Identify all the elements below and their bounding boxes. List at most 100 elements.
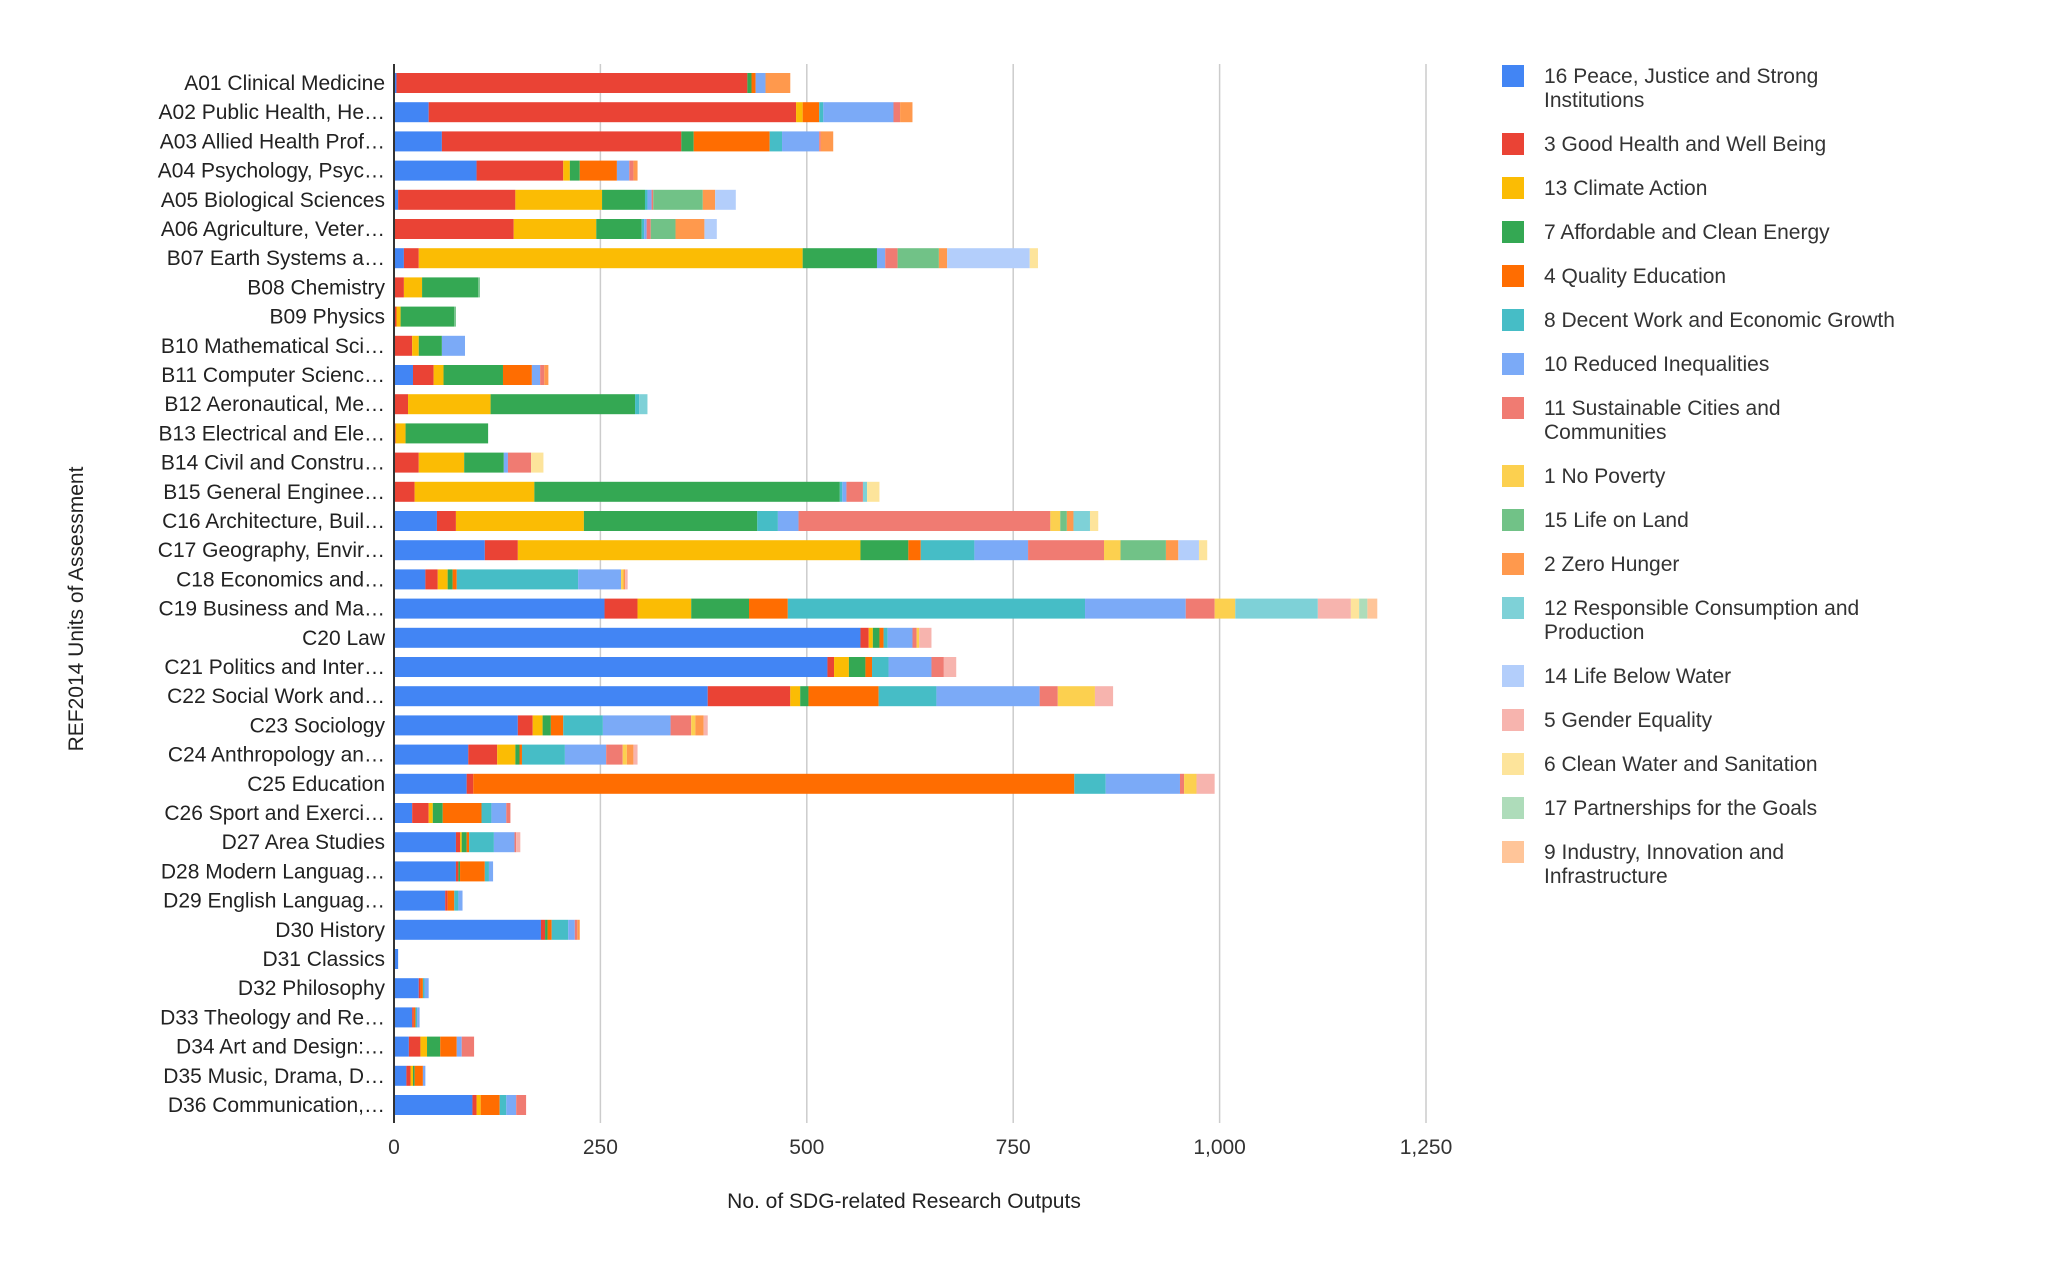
bar-segment [715, 189, 736, 210]
legend-item: 17 Partnerships for the Goals [1502, 797, 1817, 820]
bar-segment [394, 919, 541, 940]
bar-segment [1235, 598, 1318, 619]
bar-segment [476, 1095, 481, 1115]
y-tick-label: D29 English Languag… [163, 890, 385, 913]
bar-segment [1359, 598, 1368, 619]
bars [394, 73, 1378, 1115]
bar-segment [432, 803, 443, 823]
bar-segment [394, 1036, 409, 1057]
legend-item: 15 Life on Land [1502, 509, 1689, 532]
y-tick-label: D33 Theology and Re… [160, 1006, 385, 1029]
bar-segment [394, 277, 404, 298]
bar-segment [787, 598, 1086, 619]
bar-segment [693, 131, 770, 152]
legend-item: 14 Life Below Water [1502, 665, 1731, 688]
bar-segment [629, 160, 634, 181]
bar-segment [442, 803, 482, 823]
bar-segment [427, 1036, 441, 1057]
bar-segment [488, 861, 494, 882]
bar-segment [394, 1007, 413, 1028]
x-tick-label: 250 [583, 1136, 618, 1159]
bar-segment [468, 744, 498, 765]
bar-segment [865, 657, 873, 677]
bar-segment [394, 890, 446, 911]
bar-segment [472, 1095, 477, 1115]
bar-segment [578, 569, 622, 590]
bar-segment [1066, 511, 1074, 531]
bar-segment [1120, 540, 1166, 561]
y-tick-label: B10 Mathematical Sci… [161, 335, 385, 358]
legend-item: 5 Gender Equality [1502, 709, 1713, 732]
legend-label-line: 9 Industry, Innovation and [1544, 841, 1784, 864]
bar-segment [514, 832, 517, 853]
bar-segment [394, 452, 419, 473]
bar-segment [808, 686, 879, 707]
bar-segment [414, 481, 535, 502]
bar-segment [394, 832, 456, 853]
legend-swatch [1502, 265, 1524, 287]
legend-label: 15 Life on Land [1544, 509, 1689, 532]
bar-segment [428, 102, 797, 123]
bar-segment [574, 919, 578, 940]
legend-swatch [1502, 665, 1524, 687]
bar-segment [751, 73, 756, 93]
legend-swatch [1502, 797, 1524, 819]
bar-segment [1094, 686, 1114, 707]
bar-segment [644, 189, 648, 210]
bar-segment [1074, 773, 1106, 794]
bar-segment [394, 861, 456, 882]
bar-segment [394, 715, 518, 736]
legend-item: 16 Peace, Justice and Strong Institutions [1502, 65, 1818, 112]
bar-segment [568, 919, 575, 940]
bar-segment [493, 832, 515, 853]
bar-segment [1196, 773, 1215, 794]
legend-label: 11 Sustainable Cities and Communities [1544, 397, 1781, 444]
bar-segment [897, 248, 939, 269]
bar-segment [441, 335, 466, 356]
bar-segment [606, 744, 623, 765]
legend-label-line: Infrastructure [1544, 865, 1668, 888]
bar-segment [458, 890, 463, 911]
bar-segment [647, 189, 652, 210]
bar-segment [506, 1095, 517, 1115]
y-tick-label: A01 Clinical Medicine [184, 72, 385, 95]
bar-segment [796, 102, 803, 123]
bar-segment [394, 219, 514, 239]
bar-segment [916, 627, 920, 648]
legend-item: 9 Industry, Innovation and Infrastructure [1502, 841, 1784, 888]
bar-segment [394, 365, 413, 385]
bar-segment [769, 131, 783, 152]
bar-segment [802, 248, 877, 269]
bar-segment [1179, 773, 1185, 794]
bar-segment [621, 569, 624, 590]
bar-segment [579, 160, 617, 181]
y-tick-label: B13 Electrical and Ele… [159, 422, 385, 445]
bar-segment [418, 452, 465, 473]
legend-swatch [1502, 177, 1524, 199]
bar-segment [531, 452, 544, 473]
bar-segment [424, 978, 429, 999]
bar-segment [417, 1007, 420, 1028]
bar-segment [394, 803, 413, 823]
bar-segment [455, 861, 459, 882]
legend-item: 4 Quality Education [1502, 265, 1726, 288]
legend-label-line: Institutions [1544, 89, 1644, 112]
legend-swatch [1502, 841, 1524, 863]
bar-segment [395, 423, 406, 444]
bar-segment [454, 306, 456, 327]
legend-label-line: 13 Climate Action [1544, 177, 1707, 200]
bar-segment [542, 715, 551, 736]
bar-segment [394, 569, 426, 590]
y-tick-label: D34 Art and Design:… [176, 1036, 385, 1059]
bar-segment [947, 248, 1030, 269]
bar-segment [476, 160, 564, 181]
y-tick-label: A06 Agriculture, Veter… [161, 218, 385, 241]
y-tick-label: A03 Allied Health Prof… [160, 130, 385, 153]
bar-segment [506, 803, 511, 823]
bar-segment [400, 306, 455, 327]
bar-segment [641, 219, 645, 239]
y-tick-label: D27 Area Studies [222, 831, 385, 854]
bar-segment [1029, 248, 1038, 269]
